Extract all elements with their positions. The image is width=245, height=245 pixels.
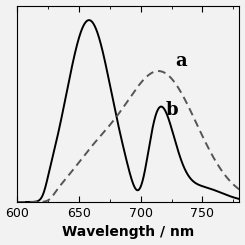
Text: b: b bbox=[165, 101, 178, 119]
X-axis label: Wavelength / nm: Wavelength / nm bbox=[62, 225, 195, 239]
Text: a: a bbox=[175, 52, 187, 70]
